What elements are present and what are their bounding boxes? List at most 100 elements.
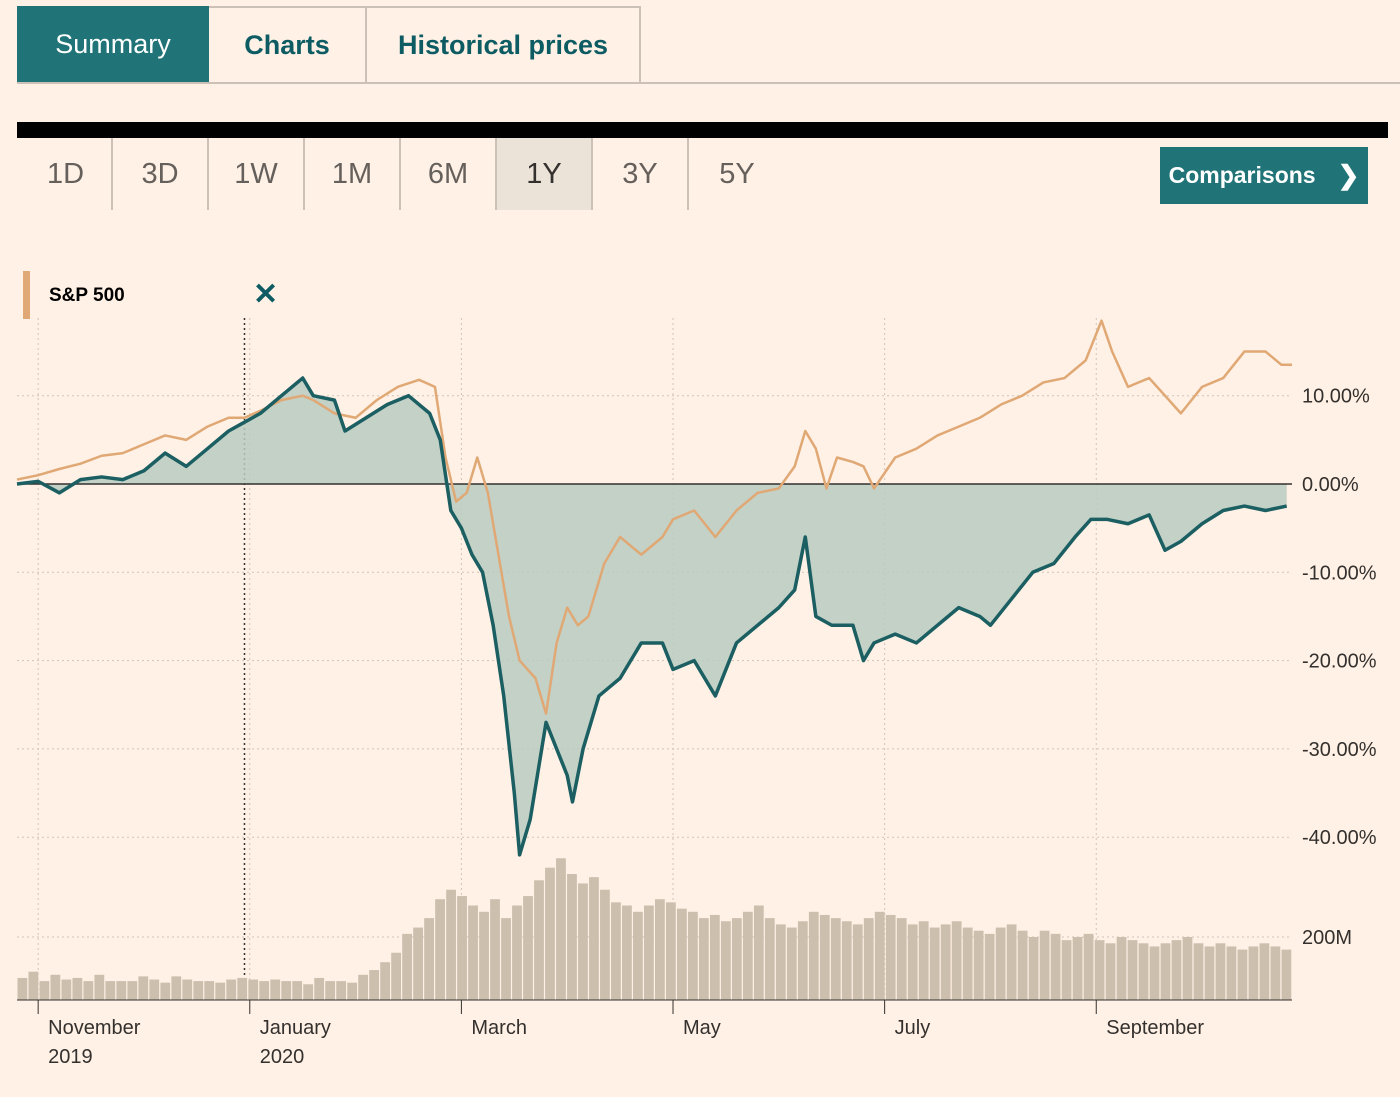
divider-bar <box>17 122 1388 138</box>
volume-bar <box>468 905 478 1000</box>
volume-bar <box>369 970 380 1000</box>
volume-bar <box>1171 940 1182 1000</box>
y-tick-label: 0.00% <box>1302 474 1359 496</box>
volume-bar <box>105 981 116 1000</box>
volume-bar <box>885 914 896 1000</box>
y-tick-label: -30.00% <box>1302 739 1377 761</box>
volume-bar <box>1083 933 1094 1000</box>
volume-bar <box>753 905 764 1000</box>
volume-bar <box>1017 930 1028 1000</box>
volume-bar <box>951 921 962 1000</box>
volume-bar <box>775 924 786 1000</box>
volume-bar <box>731 918 742 1000</box>
volume-bar <box>633 911 643 1000</box>
volume-bar <box>39 981 50 1000</box>
volume-bar <box>687 911 698 1000</box>
volume-bar <box>171 976 182 1000</box>
volume-bar <box>918 921 929 1000</box>
volume-bar <box>116 981 127 1000</box>
close-icon[interactable]: ✕ <box>253 278 279 311</box>
volume-bar <box>226 979 237 1000</box>
volume-bar <box>248 979 259 1000</box>
range-1d[interactable]: 1D <box>17 138 113 210</box>
volume-bar <box>1006 924 1017 1000</box>
volume-bar <box>193 981 204 1000</box>
volume-bar <box>270 979 281 1000</box>
volume-bar <box>1050 933 1061 1000</box>
volume-bar <box>17 977 28 1000</box>
volume-bar <box>1204 946 1215 1000</box>
tab-historical-prices[interactable]: Historical prices <box>367 6 641 82</box>
chevron-right-icon: ❯ <box>1337 160 1360 190</box>
range-6m[interactable]: 6M <box>401 138 497 210</box>
volume-bar <box>1094 940 1105 1000</box>
volume-bar <box>358 974 369 1000</box>
volume-bar <box>1127 940 1138 1000</box>
volume-bar <box>1281 949 1292 1000</box>
volume-tick-label: 200M <box>1302 927 1352 949</box>
volume-bar <box>797 921 808 1000</box>
x-tick-label: March <box>471 1017 527 1039</box>
volume-bar <box>1061 940 1072 1000</box>
volume-bar <box>545 867 555 1000</box>
volume-bar <box>1149 946 1160 1000</box>
volume-bar <box>600 889 610 1000</box>
x-tick-label: January <box>260 1017 331 1039</box>
range-5y[interactable]: 5Y <box>719 157 755 190</box>
legend-color-swatch <box>23 271 30 319</box>
x-tick-label: September <box>1106 1017 1204 1039</box>
range-3d[interactable]: 3D <box>113 138 209 210</box>
volume-bar <box>336 981 347 1000</box>
volume-bar <box>138 976 149 1000</box>
volume-bar <box>204 981 215 1000</box>
volume-bar <box>446 889 456 1000</box>
volume-bar <box>611 902 621 1000</box>
volume-bar <box>1226 946 1237 1000</box>
x-tick-label: July <box>895 1017 931 1039</box>
volume-bar <box>852 924 863 1000</box>
volume-bar <box>490 899 500 1000</box>
y-tick-label: 10.00% <box>1302 386 1370 408</box>
range-1m[interactable]: 1M <box>305 138 401 210</box>
volume-bar <box>424 918 434 1000</box>
x-tick-label: May <box>683 1017 721 1039</box>
volume-bar <box>676 908 687 1000</box>
volume-bar <box>413 927 423 1000</box>
volume-bar <box>237 977 248 1000</box>
range-1y[interactable]: 1Y <box>497 138 593 210</box>
comparisons-button[interactable]: Comparisons ❯ <box>1160 147 1368 204</box>
range-1w[interactable]: 1W <box>209 138 305 210</box>
volume-bar <box>578 883 588 1000</box>
y-tick-label: -40.00% <box>1302 827 1377 849</box>
volume-bar <box>709 914 720 1000</box>
volume-bar <box>874 911 885 1000</box>
range-3y[interactable]: 3Y <box>593 138 689 210</box>
volume-bar <box>83 981 94 1000</box>
volume-bar <box>149 979 160 1000</box>
tab-summary[interactable]: Summary <box>17 6 209 82</box>
volume-bar <box>523 896 533 1000</box>
x-tick-sublabel: 2019 <box>48 1046 93 1068</box>
volume-bar <box>995 927 1006 1000</box>
volume-bar <box>1270 946 1281 1000</box>
volume-bar <box>556 858 566 1000</box>
volume-bar <box>259 981 270 1000</box>
volume-bar <box>160 982 171 1000</box>
volume-bar <box>61 979 72 1000</box>
volume-bar <box>1215 943 1226 1000</box>
volume-bar <box>863 918 874 1000</box>
y-tick-label: -10.00% <box>1302 562 1377 584</box>
volume-bar <box>127 981 138 1000</box>
volume-bar <box>1028 937 1039 1000</box>
volume-bar <box>655 899 665 1000</box>
volume-bar <box>698 918 709 1000</box>
volume-bar <box>665 902 676 1000</box>
tab-charts[interactable]: Charts <box>209 6 367 82</box>
volume-bar <box>50 974 61 1000</box>
volume-bar <box>808 911 819 1000</box>
range-selector: 1D 3D 1W 1M 6M 1Y 3Y 5Y <box>17 138 785 210</box>
volume-bar <box>391 952 401 1000</box>
volume-bar <box>1160 943 1171 1000</box>
volume-bar <box>314 977 325 1000</box>
legend-label: S&P 500 <box>49 285 125 306</box>
